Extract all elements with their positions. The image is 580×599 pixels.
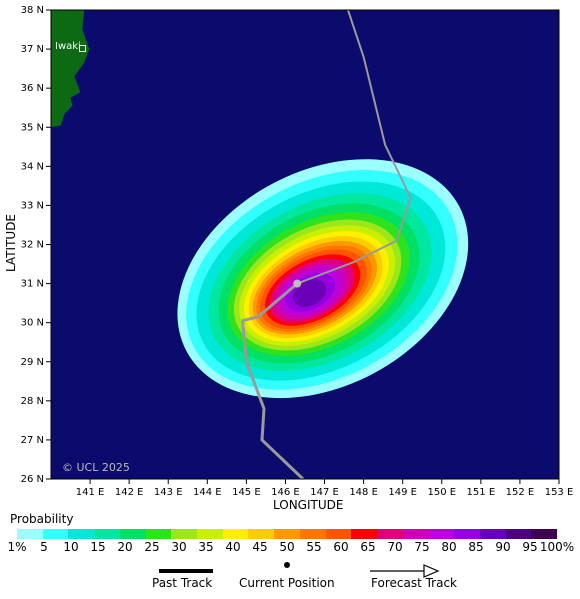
legend-scale-label: 35 [198,540,214,554]
x-tick-label: 143 E [154,487,183,498]
legend-swatch-14 [377,529,403,539]
legend-scale-label: 80 [441,540,457,554]
storm-tracks [241,9,412,481]
legend-scale-label: 65 [360,540,376,554]
legend-scale-label: 5 [40,540,48,554]
legend-swatch-17 [454,529,480,539]
legend-scale-label: 45 [252,540,268,554]
legend-swatch-20 [531,529,558,539]
land-area [51,10,90,128]
copyright-text: © UCL 2025 [62,461,130,474]
y-axis-title: LATITUDE [4,213,18,273]
legend-swatch-16 [428,529,455,539]
y-tick-label: 35 N [21,122,44,133]
legend-title: Probability [10,512,74,526]
legend-scale-label: 20 [117,540,133,554]
legend-scale-label: 25 [144,540,160,554]
legend-swatch-2 [68,529,95,539]
x-tick-label: 144 E [193,487,222,498]
y-tick-label: 29 N [21,357,44,368]
x-tick-label: 142 E [115,487,144,498]
legend-swatch-5 [145,529,172,539]
x-tick-label: 149 E [388,487,417,498]
legend-swatch-12 [325,529,352,539]
x-tick-label: 145 E [232,487,261,498]
legend-swatch-9 [248,529,275,539]
japan-coastline-land [51,10,90,128]
past-track-label: Past Track [152,576,213,590]
x-tick-label: 151 E [467,487,496,498]
legend-scale-label: 50 [279,540,295,554]
x-tick-label: 148 E [349,487,378,498]
legend-swatch-7 [197,529,223,539]
legend-scale-label: 1% [7,540,27,554]
y-tick-label: 30 N [21,318,44,329]
y-tick-label: 26 N [21,474,44,485]
x-tick-label: 141 E [76,487,105,498]
legend-scale-label: 15 [90,540,106,554]
past-track-line [241,282,305,481]
y-tick-label: 36 N [21,83,44,94]
axis-ticks: 141 E 142 E 143 E 144 E 145 E 146 E 147 E 148 E… [21,5,574,498]
city-marker [79,45,86,52]
legend-scale-label: 95 [522,540,538,554]
legend-swatch-1 [42,529,69,539]
legend-swatch-10 [274,529,300,539]
y-tick-label: 37 N [21,44,44,55]
legend-swatch-0 [17,529,43,539]
legend-scale-label: 75 [414,540,430,554]
legend-swatch-19 [505,529,532,539]
legend-scale-label: 70 [387,540,403,554]
current-position-dot [284,562,290,568]
x-tick-label: 152 E [506,487,535,498]
legend-scale-label: 40 [225,540,241,554]
legend-swatch-15 [402,529,429,539]
y-tick-label: 32 N [21,240,44,251]
legend-swatch-4 [119,529,146,539]
legend-scale-label: 90 [495,540,511,554]
legend-swatch-13 [351,529,378,539]
x-axis-title: LONGITUDE [273,498,344,512]
y-tick-label: 33 N [21,200,44,211]
legend-scale-label: 30 [171,540,187,554]
x-tick-label: 146 E [271,487,300,498]
forecast-track-line [296,9,412,285]
legend-scale-label: 85 [468,540,484,554]
x-tick-label: 147 E [310,487,339,498]
forecast-track-label: Forecast Track [371,576,457,590]
legend-scale-label: 100% [539,540,575,554]
past-track-swatch [159,569,213,573]
legend-swatch-18 [479,529,506,539]
legend-swatch-8 [222,529,249,539]
legend-scale-label: 10 [63,540,79,554]
x-tick-label: 153 E [545,487,574,498]
current-position-label: Current Position [239,576,335,590]
probability-field [177,159,469,399]
y-tick-label: 34 N [21,161,44,172]
city-label-iwaki: Iwaki [55,41,81,52]
y-tick-label: 31 N [21,279,44,290]
legend-scale-label: 55 [306,540,322,554]
forecast-track-arrow-icon [370,564,440,578]
y-tick-label: 38 N [21,5,44,16]
legend-scale-label: 60 [333,540,349,554]
y-tick-label: 27 N [21,435,44,446]
y-tick-label: 28 N [21,396,44,407]
legend-swatch-3 [94,529,120,539]
current-position-marker [293,279,302,288]
legend-swatch-11 [299,529,326,539]
legend-swatch-6 [171,529,198,539]
probability-contour-90 [292,279,327,307]
x-tick-label: 150 E [427,487,456,498]
probability-color-bar [17,529,558,539]
